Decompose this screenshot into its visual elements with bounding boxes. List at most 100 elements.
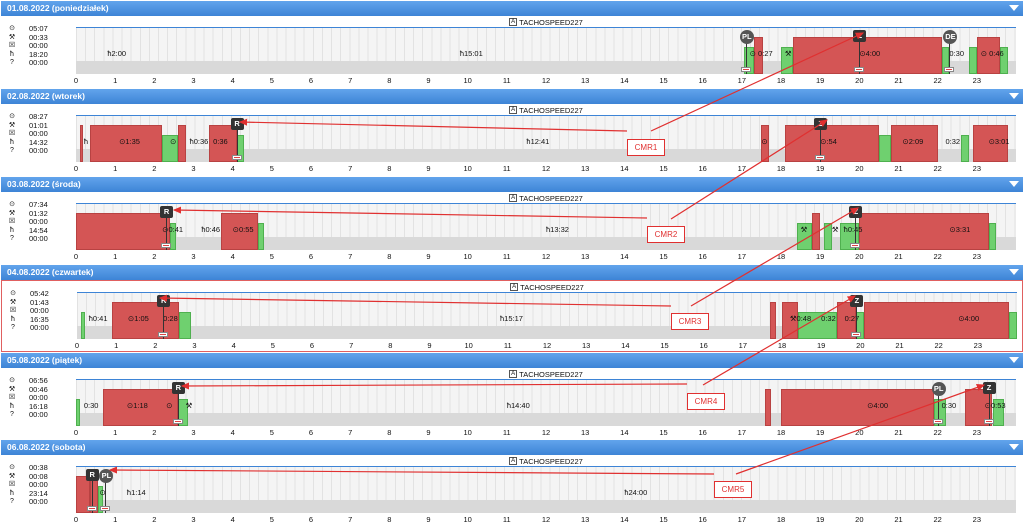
driving-icon: ⊙ <box>9 377 15 384</box>
timeline-top-line <box>76 379 1016 380</box>
work-block[interactable] <box>178 312 191 339</box>
driving-icon: ⊙ <box>9 113 15 120</box>
work-block[interactable] <box>1000 47 1009 74</box>
day-header[interactable]: 03.08.2022 (środa) <box>1 177 1023 192</box>
work-block[interactable] <box>76 399 80 426</box>
driving-block[interactable] <box>784 125 879 162</box>
work-block[interactable] <box>824 223 832 250</box>
work-icon: ⚒ <box>9 298 17 306</box>
marker-z-icon[interactable]: Z <box>982 382 996 394</box>
duration-label: ħ12:41 <box>526 137 550 146</box>
work-block[interactable] <box>941 47 950 74</box>
work-block[interactable] <box>97 486 104 513</box>
driving-block[interactable] <box>76 213 170 250</box>
vehicle-label: A TACHOSPEED227 <box>481 370 611 379</box>
work-block[interactable] <box>80 312 85 339</box>
summary-row: ⊙ 05:07 <box>7 24 67 33</box>
day-header[interactable]: 02.08.2022 (wtorek) <box>1 89 1023 104</box>
annotation-arrow <box>158 294 672 307</box>
driving-block[interactable] <box>761 125 770 162</box>
day-header[interactable]: 06.08.2022 (sobota) <box>1 440 1023 455</box>
driving-block[interactable] <box>864 302 1010 339</box>
hour-tick-label: 12 <box>542 341 552 350</box>
summary-value: 00:00 <box>29 480 48 490</box>
work-block[interactable] <box>796 223 813 250</box>
work-block[interactable] <box>743 47 754 74</box>
driving-block[interactable] <box>859 213 989 250</box>
annotation-arrow <box>735 384 986 475</box>
driving-block[interactable] <box>781 389 934 426</box>
marker-line <box>937 392 939 426</box>
work-block[interactable] <box>933 399 946 426</box>
day-header[interactable]: 04.08.2022 (czwartek) <box>1 265 1023 280</box>
hour-tick-label: 13 <box>580 164 590 173</box>
timeline[interactable] <box>76 379 1016 426</box>
driving-block[interactable] <box>972 125 1009 162</box>
unknown-icon: ? <box>10 235 14 243</box>
hour-tick-label: 2 <box>152 515 157 524</box>
collapse-chevron-icon[interactable] <box>1009 93 1019 99</box>
hour-tick-label: 12 <box>541 515 551 524</box>
driving-block[interactable] <box>89 125 163 162</box>
timeline[interactable] <box>76 466 1016 513</box>
driving-block[interactable] <box>220 213 259 250</box>
work-block[interactable] <box>992 399 1005 426</box>
work-block[interactable] <box>781 47 793 74</box>
hour-tick-label: 17 <box>737 76 746 85</box>
duration-label: ⊙2:09 <box>902 137 924 146</box>
marker-r-icon[interactable]: R <box>160 206 174 218</box>
summary-row: ☒ 00:00 <box>8 306 68 315</box>
collapse-chevron-icon[interactable] <box>1009 444 1019 450</box>
summary-row: ☒ 00:00 <box>7 393 67 402</box>
driving-block[interactable] <box>812 213 821 250</box>
work-block[interactable] <box>961 135 969 162</box>
summary-row: ⊙ 07:34 <box>7 200 67 209</box>
hour-tick-label: 12 <box>541 428 551 437</box>
day-header[interactable]: 05.08.2022 (piątek) <box>1 353 1023 368</box>
driving-block[interactable] <box>76 476 90 513</box>
summary-row: ? 00:00 <box>7 146 67 155</box>
collapse-chevron-icon[interactable] <box>1009 357 1019 363</box>
marker-de-icon[interactable]: DE <box>943 30 958 44</box>
marker-pl-icon[interactable]: PL <box>739 30 754 44</box>
day-header[interactable]: 01.08.2022 (poniedziałek) <box>1 1 1023 16</box>
hour-tick-label: 3 <box>192 341 197 350</box>
summary-row: ħ 14:32 <box>7 138 67 147</box>
hour-tick-label: 5 <box>269 515 274 524</box>
hour-tick-label: 13 <box>581 341 591 350</box>
marker-pl-icon[interactable]: PL <box>931 382 946 396</box>
work-block[interactable] <box>878 135 891 162</box>
driving-block[interactable] <box>753 37 764 74</box>
marker-r-icon[interactable]: R <box>85 469 99 481</box>
hour-tick-label: 10 <box>463 76 472 85</box>
annotation-arrow <box>172 206 648 219</box>
work-block[interactable] <box>170 223 176 250</box>
work-block[interactable] <box>969 47 977 74</box>
driving-block[interactable] <box>79 125 84 162</box>
work-icon: ⚒ <box>8 121 16 129</box>
annotation-arrow <box>690 207 860 307</box>
collapse-chevron-icon[interactable] <box>1009 269 1019 275</box>
availability-icon: ☒ <box>8 481 16 489</box>
work-block[interactable] <box>988 223 997 250</box>
work-block[interactable] <box>258 223 264 250</box>
hour-tick-label: 17 <box>737 515 746 524</box>
work-block[interactable] <box>1009 312 1017 339</box>
collapse-chevron-icon[interactable] <box>1009 181 1019 187</box>
work-block[interactable] <box>162 135 178 162</box>
duration-label: ħ1:14 <box>126 488 146 497</box>
country-flag-icon <box>172 419 183 424</box>
driving-block[interactable] <box>782 302 798 339</box>
driving-block[interactable] <box>765 389 772 426</box>
summary-value: 00:00 <box>29 234 48 244</box>
driving-block[interactable] <box>792 37 942 74</box>
driving-block[interactable] <box>112 302 179 339</box>
driving-block[interactable] <box>836 302 857 339</box>
driving-block[interactable] <box>976 37 1001 74</box>
collapse-chevron-icon[interactable] <box>1009 5 1019 11</box>
driving-block[interactable] <box>177 125 186 162</box>
driving-block[interactable] <box>770 302 777 339</box>
driving-block[interactable] <box>890 125 938 162</box>
driving-block[interactable] <box>103 389 178 426</box>
vehicle-name: TACHOSPEED227 <box>519 194 583 203</box>
